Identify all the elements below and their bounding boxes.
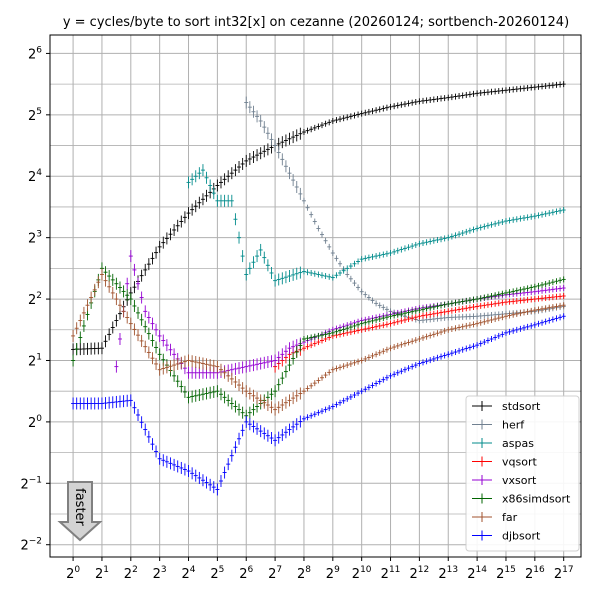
plot-frame	[49, 34, 582, 558]
legend-label: djbsort	[502, 530, 541, 543]
legend-item: herf	[472, 419, 525, 432]
legend: stdsort herf aspas vqsort vxsort x86simdsort f…	[465, 395, 580, 552]
x-tick-label: 21	[95, 565, 109, 582]
y-tick-label: 20	[28, 414, 42, 431]
x-tick-label: 214	[467, 565, 487, 582]
legend-item: far	[472, 511, 518, 524]
legend-label: stdsort	[502, 400, 541, 413]
legend-label: herf	[502, 419, 525, 432]
y-tick-label: 26	[28, 45, 42, 62]
series-djbsort	[71, 313, 566, 496]
x-tick-label: 210	[352, 565, 372, 582]
legend-label: x86simdsort	[502, 493, 571, 506]
series-herf	[244, 96, 566, 324]
x-tick-label: 24	[182, 565, 196, 582]
legend-item: x86simdsort	[472, 493, 571, 506]
x-tick-label: 27	[268, 565, 282, 582]
legend-label: far	[502, 511, 518, 524]
legend-item: stdsort	[472, 400, 541, 413]
x-tick-label: 28	[297, 565, 311, 582]
faster-arrow-icon: faster	[57, 481, 103, 542]
x-tick-label: 29	[326, 565, 340, 582]
x-tick-label: 216	[525, 565, 545, 582]
x-tick-layer: 20 21 22 23 24 25 26 27 28 29 210 211 212 213 214 215 21…	[66, 557, 574, 582]
y-tick-label: 2−2	[20, 537, 42, 554]
y-tick-layer: 2−2 2−1 20 21 22 23 24 25 26	[20, 45, 50, 554]
x-tick-label: 213	[438, 565, 458, 582]
faster-annotation: faster	[72, 488, 87, 526]
legend-item: vqsort	[472, 456, 537, 469]
legend-item: aspas	[472, 437, 534, 450]
legend-label: aspas	[502, 437, 534, 450]
x-tick-label: 215	[496, 565, 516, 582]
x-tick-label: 26	[239, 565, 253, 582]
y-tick-label: 24	[28, 168, 42, 185]
y-tick-label: 22	[28, 291, 42, 308]
series-aspas	[186, 164, 566, 287]
y-tick-label: 21	[28, 352, 42, 369]
x-tick-label: 20	[66, 565, 80, 582]
legend-label: vqsort	[502, 456, 537, 469]
x-tick-label: 217	[554, 565, 574, 582]
x-tick-label: 211	[381, 565, 401, 582]
x-tick-label: 25	[210, 565, 224, 582]
x-tick-label: 23	[153, 565, 167, 582]
y-tick-label: 2−1	[20, 475, 42, 492]
series-far	[71, 268, 566, 416]
y-tick-label: 25	[28, 107, 42, 124]
legend-box	[465, 395, 580, 552]
legend-item: djbsort	[472, 530, 541, 543]
chart-title: y = cycles/byte to sort int32[x] on ceza…	[63, 15, 569, 30]
x-tick-label: 212	[410, 565, 430, 582]
legend-label: vxsort	[502, 474, 537, 487]
series-layer	[71, 81, 566, 496]
y-tick-label: 23	[28, 230, 42, 247]
x-tick-label: 22	[124, 565, 138, 582]
legend-item: vxsort	[472, 474, 537, 487]
